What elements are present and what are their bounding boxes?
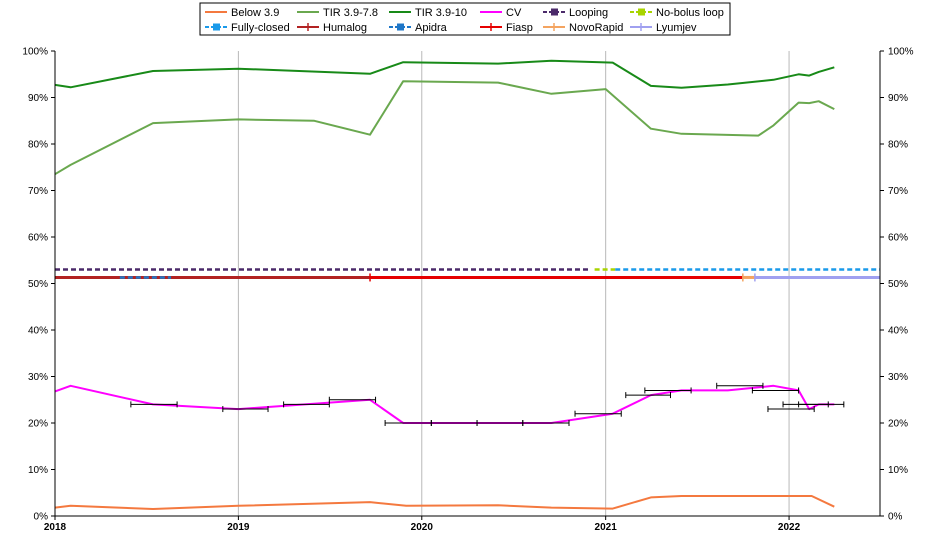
x-tick-label: 2022: [778, 522, 801, 533]
y-tick-label-left: 0%: [34, 512, 49, 523]
series-line-tir-3-9-10: [54, 59, 835, 89]
legend-label: Lyumjev: [656, 22, 697, 34]
legend-item-tir-3-9-7-8: TIR 3.9-7.8: [297, 7, 378, 19]
series-tir-3-9-10: [54, 59, 835, 89]
y-axis-right: 0% 10% 20% 30% 40% 50% 60% 70% 80% 90% 100%: [879, 47, 914, 523]
cv-range-bar: [574, 410, 622, 417]
series-fiasp: [369, 273, 743, 282]
y-tick-label-left: 60%: [28, 233, 48, 244]
legend-item-fully-closed: Fully-closed: [205, 22, 290, 34]
y-tick-label-right: 70%: [888, 186, 908, 197]
legend-label: Fiasp: [506, 22, 533, 34]
legend-swatch-marker: [551, 8, 558, 16]
legend-item-apidra: Apidra: [389, 22, 448, 34]
cv-range-bar: [222, 406, 269, 413]
series-novorapid: [742, 273, 755, 282]
y-tick-label-left: 40%: [28, 326, 48, 337]
plot-area: [55, 51, 880, 516]
y-tick-label-right: 60%: [888, 233, 908, 244]
x-tick-label: 2019: [227, 522, 250, 533]
legend-item-looping: Looping: [543, 7, 608, 19]
cv-range-bars: [130, 382, 845, 426]
y-tick-label-left: 100%: [22, 47, 48, 58]
y-tick-label-right: 20%: [888, 419, 908, 430]
cv-range-bar: [522, 420, 570, 426]
cv-range-bar: [798, 401, 845, 408]
y-tick-label-right: 90%: [888, 93, 908, 104]
y-tick-label-right: 100%: [888, 47, 914, 58]
legend-item-tir-3-9-10: TIR 3.9-10: [389, 7, 467, 19]
series-tir-3-9-7-8: [54, 80, 835, 176]
legend-label: NovoRapid: [569, 22, 623, 34]
y-tick-label-right: 10%: [888, 465, 908, 476]
cv-range-bar: [130, 401, 178, 408]
x-axis: 2018 2019 2020 2021 2022: [44, 515, 880, 533]
y-tick-label-left: 20%: [28, 419, 48, 430]
legend-label: Apidra: [415, 22, 448, 34]
grid-lines: [237, 51, 790, 516]
cv-range-bar: [716, 382, 764, 389]
legend-item-humalog: Humalog: [297, 22, 367, 34]
legend-swatch-marker: [397, 23, 404, 31]
legend-label: Humalog: [323, 22, 367, 34]
legend-label: Fully-closed: [231, 22, 290, 34]
x-tick-label: 2020: [411, 522, 434, 533]
y-tick-label-right: 40%: [888, 326, 908, 337]
y-tick-label-right: 80%: [888, 140, 908, 151]
legend-label: TIR 3.9-10: [415, 7, 467, 19]
legend-label: CV: [506, 7, 522, 19]
y-tick-label-left: 90%: [28, 93, 48, 104]
legend-swatch-marker: [638, 8, 645, 16]
y-tick-label-right: 50%: [888, 279, 908, 290]
cv-range-bar: [767, 406, 815, 413]
series-line-below-3-9: [54, 495, 835, 510]
y-tick-label-left: 80%: [28, 140, 48, 151]
y-tick-label-left: 10%: [28, 465, 48, 476]
cv-range-bar: [644, 387, 692, 394]
legend-item-below-3-9: Below 3.9: [205, 7, 279, 19]
x-tick-label: 2021: [595, 522, 618, 533]
legend-label: Looping: [569, 7, 608, 19]
series-below-3-9: [54, 495, 835, 510]
legend-box: [199, 2, 731, 36]
legend-item-cv: CV: [480, 7, 522, 19]
y-tick-label-left: 70%: [28, 186, 48, 197]
y-axis-left: 0% 10% 20% 30% 40% 50% 60% 70% 80% 90% 100%: [22, 47, 56, 523]
legend-label: No-bolus loop: [656, 7, 724, 19]
series-line-tir-3-9-7-8: [54, 80, 835, 176]
legend-label: Below 3.9: [231, 7, 279, 19]
y-tick-label-left: 30%: [28, 372, 48, 383]
legend-item-lyumjev: Lyumjev: [630, 22, 697, 34]
series-lyumjev: [754, 273, 880, 282]
legend: Below 3.9 TIR 3.9-7.8 TIR 3.9-10 CV Looping N…: [199, 2, 731, 36]
legend-label: TIR 3.9-7.8: [323, 7, 378, 19]
y-tick-label-left: 50%: [28, 279, 48, 290]
y-tick-label-right: 30%: [888, 372, 908, 383]
legend-item-novorapid: NovoRapid: [543, 22, 623, 34]
x-tick-label: 2018: [44, 522, 67, 533]
y-tick-label-right: 0%: [888, 512, 903, 523]
cv-range-bar: [625, 392, 671, 399]
legend-item-no-bolus-loop: No-bolus loop: [630, 7, 724, 19]
legend-swatch-marker: [213, 23, 220, 31]
cv-range-bar: [328, 396, 377, 403]
cv-range-bar: [751, 387, 800, 394]
legend-item-fiasp: Fiasp: [480, 22, 533, 34]
